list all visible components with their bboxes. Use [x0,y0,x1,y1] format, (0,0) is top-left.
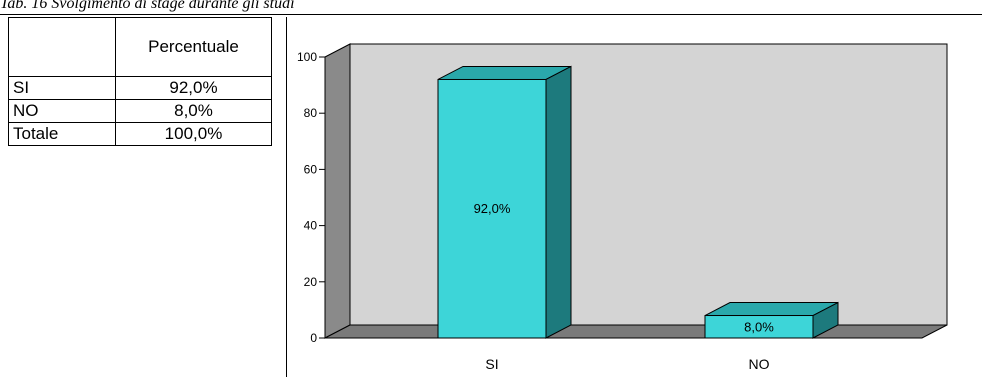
table-row-label: Totale [8,122,116,146]
table-caption: Tab. 16 Svolgimento di stage durante gli… [0,0,982,15]
table-row: NO 8,0% [8,99,272,123]
y-tick-label: 60 [304,162,318,176]
x-tick-label: SI [485,356,498,372]
data-table: Percentuale SI 92,0% NO 8,0% Totale 100,… [8,17,272,146]
bar-no [704,315,814,339]
y-tick-label: 80 [304,106,318,120]
table-row-value: 92,0% [115,76,272,100]
y-tick-label: 0 [310,331,317,345]
bar-side [545,65,572,339]
bar-chart-svg: 0 20 40 60 80 100 92,0% SI 8,0% NO [297,43,948,372]
table-corner-cell [8,17,116,77]
y-tick-label: 100 [297,50,317,64]
y-tick-label: 20 [304,275,318,289]
bar-si [437,78,547,339]
table-row-label: NO [8,99,116,123]
table-row-label: SI [8,76,116,100]
bar-chart: 0 20 40 60 80 100 92,0% SI 8,0% NO [286,17,982,377]
y-tick-label: 40 [304,219,318,233]
table-row: SI 92,0% [8,76,272,100]
table-row-value: 8,0% [115,99,272,123]
bar-data-label: 8,0% [744,319,774,334]
table-header-percentuale: Percentuale [115,17,272,77]
x-tick-label: NO [749,356,770,372]
chart-side-wall [324,43,351,339]
table-row: Totale 100,0% [8,122,272,146]
table-row-value: 100,0% [115,122,272,146]
chart-floor [324,324,948,339]
table-header-row: Percentuale [8,17,272,77]
bar-data-label: 92,0% [474,201,511,216]
